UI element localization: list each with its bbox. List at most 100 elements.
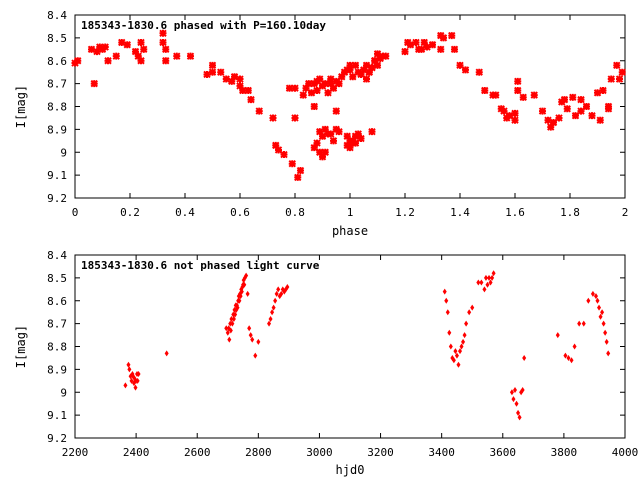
data-point <box>288 159 296 168</box>
data-point <box>597 304 602 311</box>
data-point <box>93 47 101 56</box>
data-point <box>225 329 230 336</box>
data-point <box>208 68 217 76</box>
data-point <box>186 52 195 60</box>
phased-light-curve-chart: 0 0.2 0.4 0.6 0.8 1 1.2 1.4 1.6 1.8 2 8.4 8.5 8.6 8.7 8… <box>14 9 628 238</box>
data-point <box>351 139 360 147</box>
x-tick-label: 1.2 <box>395 206 415 219</box>
data-point <box>101 43 109 51</box>
data-point <box>371 57 379 65</box>
data-point <box>159 29 167 38</box>
data-point <box>475 68 483 76</box>
data-point <box>509 389 514 396</box>
x-tick-label: 2200 <box>62 446 89 459</box>
data-point <box>324 89 332 97</box>
data-point <box>588 111 596 120</box>
data-point <box>90 79 98 88</box>
data-point <box>604 105 613 113</box>
y-tick-label: 8.6 <box>47 55 67 68</box>
data-point <box>417 45 426 54</box>
data-point <box>335 79 343 88</box>
data-point <box>104 57 112 65</box>
grid: 2200 2400 2600 2800 3000 3200 3400 3600 3800 4000… <box>47 249 638 459</box>
data-point <box>321 125 329 134</box>
data-point <box>274 290 279 297</box>
data-point <box>274 146 283 154</box>
x-tick-label: 2400 <box>123 446 150 459</box>
data-point <box>569 357 574 364</box>
data-point <box>228 327 233 334</box>
data-point <box>563 105 571 113</box>
data-point <box>401 47 409 56</box>
data-point <box>530 91 538 99</box>
data-point <box>346 66 354 74</box>
x-tick-label: 1.4 <box>450 206 470 219</box>
data-point <box>412 38 420 47</box>
data-point <box>596 116 604 124</box>
data-point <box>444 297 449 304</box>
data-point <box>544 116 552 124</box>
x-tick-label: 3800 <box>551 446 578 459</box>
data-points <box>71 29 626 182</box>
data-point <box>305 79 313 88</box>
data-point <box>307 89 316 97</box>
data-point <box>461 338 466 345</box>
x-tick-label: 0.6 <box>230 206 250 219</box>
data-point <box>485 281 490 288</box>
data-point <box>615 75 624 83</box>
data-point <box>136 370 141 377</box>
data-point <box>310 143 318 152</box>
data-point <box>586 297 591 304</box>
data-point <box>577 320 582 327</box>
data-point <box>253 352 258 359</box>
data-point <box>112 52 120 60</box>
data-point <box>313 86 321 95</box>
data-point <box>538 107 547 115</box>
data-point <box>131 47 140 56</box>
data-point <box>164 350 169 357</box>
data-point <box>406 41 415 49</box>
data-point <box>140 45 148 54</box>
data-point <box>255 107 263 115</box>
x-tick-label: 3200 <box>367 446 394 459</box>
x-tick-label: 2800 <box>245 446 272 459</box>
y-axis-label: I[mag] <box>14 85 28 128</box>
data-point <box>488 279 493 286</box>
data-point <box>607 75 615 83</box>
data-point <box>555 332 560 339</box>
data-point <box>269 114 277 122</box>
data-point <box>273 297 278 304</box>
data-point <box>613 61 621 70</box>
data-point <box>250 336 255 343</box>
data-point <box>618 68 626 76</box>
data-point <box>245 290 250 297</box>
data-point <box>571 111 580 120</box>
data-point <box>321 148 329 156</box>
data-point <box>248 332 253 339</box>
data-point <box>606 350 611 357</box>
data-point <box>316 75 324 83</box>
data-point <box>448 343 453 350</box>
data-point <box>572 343 577 350</box>
data-point <box>423 43 431 51</box>
data-point <box>481 86 489 95</box>
data-point <box>268 316 273 323</box>
data-point <box>514 77 522 86</box>
data-point <box>420 38 428 47</box>
y-tick-label: 9 <box>60 386 67 399</box>
data-point <box>329 137 338 145</box>
data-point <box>467 309 472 316</box>
y-tick-label: 9 <box>60 146 67 159</box>
data-point <box>299 91 307 99</box>
data-point <box>316 148 324 156</box>
data-point <box>228 77 236 86</box>
x-tick-label: 1.6 <box>505 206 525 219</box>
data-point <box>217 68 225 76</box>
data-point <box>483 274 488 281</box>
data-point <box>598 313 603 320</box>
y-tick-label: 9.2 <box>47 432 67 445</box>
y-tick-label: 8.5 <box>47 32 67 45</box>
data-point <box>271 304 276 311</box>
x-tick-label: 0 <box>72 206 79 219</box>
data-point <box>256 338 261 345</box>
